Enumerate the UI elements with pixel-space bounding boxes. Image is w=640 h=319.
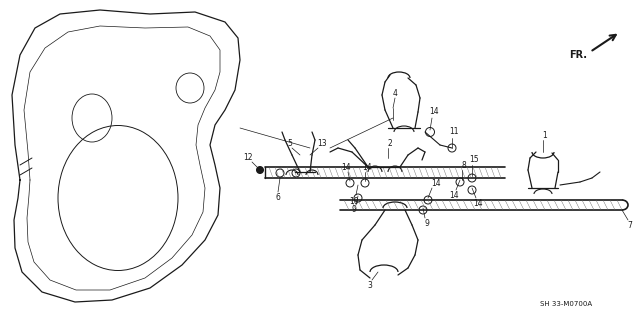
Text: 14: 14 xyxy=(429,108,439,116)
Text: 13: 13 xyxy=(317,138,327,147)
Text: 4: 4 xyxy=(392,88,397,98)
Text: 10: 10 xyxy=(349,197,359,205)
Text: 14: 14 xyxy=(449,190,459,199)
Text: 14: 14 xyxy=(362,162,372,172)
Text: 9: 9 xyxy=(351,205,356,214)
Text: 1: 1 xyxy=(543,130,547,139)
Text: 14: 14 xyxy=(473,198,483,207)
Text: SH 33-M0700A: SH 33-M0700A xyxy=(540,301,592,307)
Text: 9: 9 xyxy=(424,219,429,227)
Text: 8: 8 xyxy=(461,160,467,169)
Text: 6: 6 xyxy=(276,194,280,203)
Text: 5: 5 xyxy=(287,138,292,147)
Text: 7: 7 xyxy=(628,221,632,231)
Circle shape xyxy=(257,167,264,174)
Text: 14: 14 xyxy=(341,162,351,172)
Text: 2: 2 xyxy=(388,138,392,147)
Text: 14: 14 xyxy=(431,179,441,188)
Text: FR.: FR. xyxy=(569,50,587,60)
Text: 3: 3 xyxy=(367,281,372,291)
Text: 15: 15 xyxy=(469,155,479,165)
Text: 12: 12 xyxy=(243,153,253,162)
Text: 11: 11 xyxy=(449,128,459,137)
